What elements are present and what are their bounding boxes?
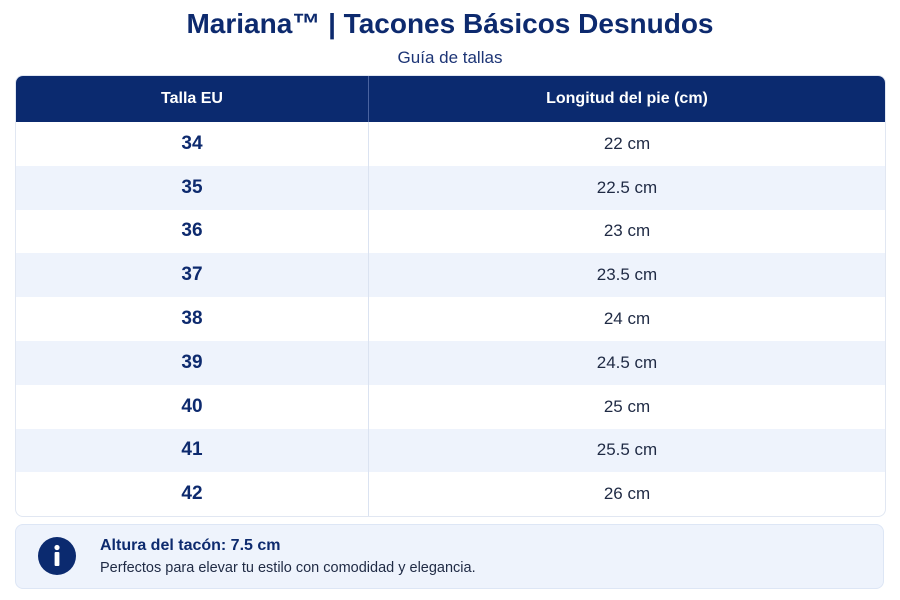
table-row: 36 23 cm: [16, 209, 885, 254]
length-cell: 25 cm: [603, 396, 651, 416]
table-row: 39 24.5 cm: [16, 340, 885, 385]
table-row: 34 22 cm: [16, 122, 885, 166]
info-box: Altura del tacón: 7.5 cm Perfectos para …: [15, 524, 884, 589]
size-table: Talla EU Longitud del pie (cm) 34 22 cm 35…: [15, 75, 886, 518]
length-cell: 24.5 cm: [596, 352, 658, 372]
length-cell: 22 cm: [603, 133, 651, 153]
size-cell: 42: [16, 472, 369, 517]
table-row: 42 26 cm: [16, 472, 885, 517]
length-cell: 25.5 cm: [596, 440, 658, 460]
length-cell: 23.5 cm: [596, 265, 658, 285]
size-cell: 41: [16, 428, 369, 473]
size-cell: 38: [16, 297, 369, 341]
page-title: Mariana™ | Tacones Básicos Desnudos: [186, 8, 714, 39]
length-cell: 22.5 cm: [596, 177, 658, 197]
length-cell: 24 cm: [603, 309, 651, 329]
table-row: 41 25.5 cm: [16, 428, 885, 473]
size-cell: 34: [16, 122, 369, 166]
size-cell: 39: [16, 340, 369, 385]
size-cell: 37: [16, 253, 369, 298]
size-cell: 40: [16, 384, 369, 429]
table-row: 40 25 cm: [16, 384, 885, 429]
size-cell: 35: [16, 165, 369, 210]
column-header: Longitud del pie (cm): [546, 90, 708, 107]
note-text: Perfectos para elevar tu estilo con como…: [100, 560, 476, 576]
length-cell: 23 cm: [603, 221, 651, 241]
note-title: Altura del tacón: 7.5 cm: [100, 537, 281, 554]
column-header: Talla EU: [16, 76, 369, 122]
info-icon: [38, 537, 76, 575]
table-row: 38 24 cm: [16, 297, 885, 341]
page-subtitle: Guía de tallas: [397, 48, 503, 67]
table-row: 35 22.5 cm: [16, 165, 885, 210]
table-row: 37 23.5 cm: [16, 253, 885, 298]
size-cell: 36: [16, 209, 369, 254]
table-header: Talla EU Longitud del pie (cm): [16, 76, 885, 122]
length-cell: 26 cm: [603, 484, 651, 504]
